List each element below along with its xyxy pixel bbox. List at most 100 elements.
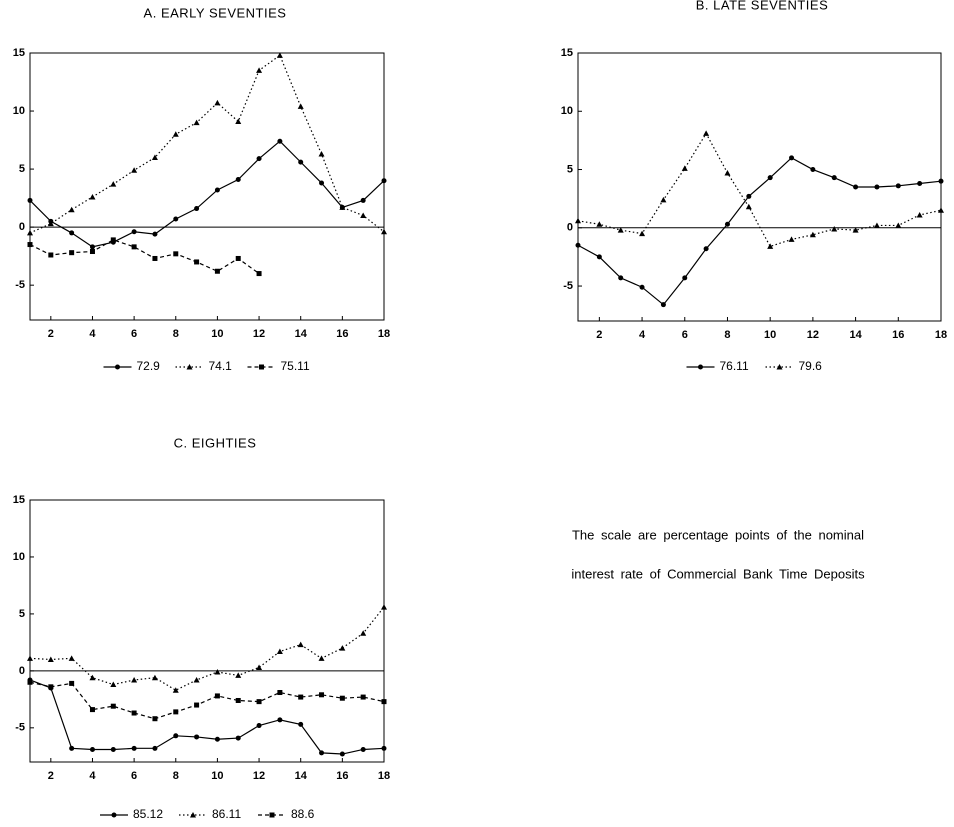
x-tick-label: 18: [378, 770, 390, 782]
legend-label: 88.6: [291, 807, 315, 821]
marker: [89, 244, 95, 250]
x-tick-label: 14: [295, 328, 308, 340]
marker: [256, 699, 262, 705]
y-tick-label: 0: [19, 665, 25, 677]
x-tick-label: 8: [173, 328, 179, 340]
x-tick-label: 2: [48, 328, 54, 340]
marker: [68, 655, 75, 661]
marker: [47, 656, 54, 662]
marker: [111, 812, 117, 818]
x-tick-label: 12: [807, 329, 819, 341]
marker: [938, 178, 944, 184]
x-tick-label: 6: [131, 770, 137, 782]
marker: [89, 249, 95, 255]
series-line: [29, 140, 385, 248]
marker: [194, 206, 200, 212]
marker: [27, 655, 33, 661]
marker: [682, 275, 688, 281]
marker: [681, 165, 688, 171]
marker: [276, 52, 283, 58]
plot-frame: [29, 52, 385, 321]
legend-label: 74.1: [209, 359, 233, 373]
marker: [639, 284, 645, 290]
marker: [131, 229, 137, 235]
marker: [277, 717, 283, 723]
marker: [596, 221, 603, 227]
marker: [660, 196, 667, 203]
x-tick-label: 10: [211, 770, 223, 782]
x-tick-label: 18: [378, 328, 390, 340]
marker: [69, 250, 75, 256]
y-tick-label: 0: [567, 222, 573, 234]
y-tick-label: -5: [15, 279, 25, 291]
marker: [852, 227, 859, 233]
marker: [767, 175, 773, 181]
marker: [660, 302, 666, 308]
legend-label: 79.6: [799, 359, 823, 373]
chart-title: C. EIGHTIES: [174, 435, 257, 450]
marker: [186, 364, 193, 370]
legend-label: 85.12: [133, 807, 163, 821]
marker: [131, 167, 138, 173]
marker: [110, 681, 117, 688]
x-tick-label: 2: [596, 329, 602, 341]
marker: [788, 236, 795, 242]
marker: [131, 710, 137, 716]
y-tick-label: 15: [561, 47, 573, 59]
marker: [703, 246, 709, 252]
note-line: interest rate of Commercial Bank Time De…: [571, 566, 865, 581]
x-tick-label: 8: [173, 770, 179, 782]
marker: [193, 676, 200, 683]
marker: [639, 230, 646, 237]
marker: [789, 155, 795, 161]
marker: [809, 231, 816, 238]
marker: [339, 204, 346, 210]
marker: [698, 364, 703, 370]
marker: [89, 193, 96, 200]
x-tick-label: 2: [48, 770, 54, 782]
marker: [152, 745, 158, 751]
x-tick-label: 16: [336, 770, 348, 782]
x-tick-label: 10: [211, 328, 223, 340]
marker: [618, 275, 624, 281]
marker: [48, 684, 54, 690]
legend-label: 76.11: [720, 359, 749, 373]
y-tick-label: 10: [13, 105, 25, 117]
marker: [256, 664, 263, 670]
marker: [193, 119, 200, 126]
marker: [873, 222, 880, 228]
marker: [172, 687, 179, 693]
x-tick-label: 8: [724, 329, 730, 341]
x-tick-label: 4: [89, 770, 96, 782]
marker: [89, 707, 95, 713]
marker: [27, 242, 33, 248]
marker: [298, 721, 304, 727]
marker: [259, 364, 264, 370]
marker: [151, 674, 158, 681]
marker: [131, 676, 138, 683]
marker: [89, 746, 95, 752]
marker: [917, 181, 923, 187]
marker: [214, 693, 220, 699]
marker: [810, 167, 816, 173]
marker: [235, 255, 241, 261]
marker: [172, 131, 179, 137]
y-tick-label: 10: [13, 551, 25, 563]
y-tick-label: 10: [561, 105, 573, 117]
x-tick-label: 14: [295, 770, 308, 782]
marker: [575, 242, 581, 248]
marker: [173, 251, 179, 257]
marker: [89, 674, 96, 681]
marker: [256, 156, 262, 162]
marker: [297, 641, 304, 648]
x-tick-label: 10: [764, 329, 776, 341]
x-tick-label: 4: [89, 328, 96, 340]
marker: [318, 655, 325, 661]
x-tick-label: 16: [892, 329, 904, 341]
marker: [194, 259, 200, 265]
marker: [47, 220, 54, 227]
marker: [190, 812, 196, 818]
x-tick-label: 18: [935, 329, 947, 341]
marker: [69, 230, 75, 236]
marker: [381, 178, 387, 184]
